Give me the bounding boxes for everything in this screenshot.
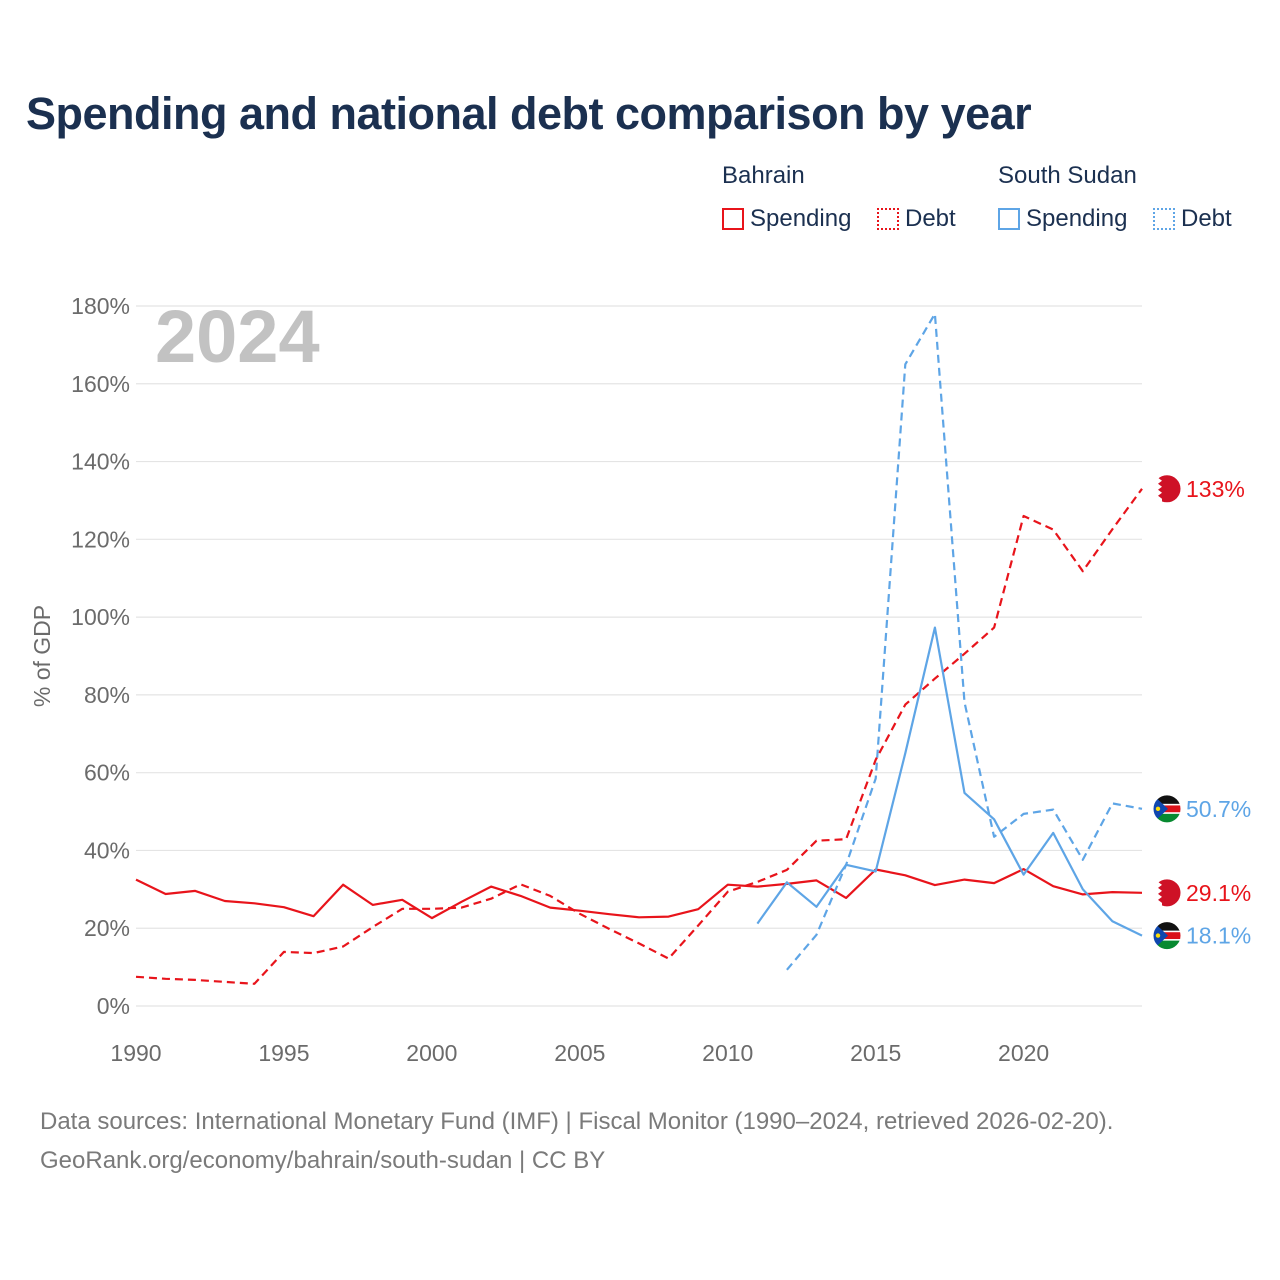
legend-bahrain-spending[interactable]: Spending xyxy=(722,204,851,234)
legend-swatch-solid-blue xyxy=(998,208,1020,230)
y-tick-label: 160% xyxy=(71,371,130,397)
x-tick-label: 2020 xyxy=(998,1040,1049,1066)
flag-outline xyxy=(1152,921,1182,951)
grid-layer xyxy=(136,305,1142,1007)
flag-outline xyxy=(1152,474,1182,504)
x-tick-label: 1990 xyxy=(110,1040,161,1066)
flag-fimbriation xyxy=(1153,939,1181,941)
legend-south-sudan-spending[interactable]: Spending xyxy=(998,204,1127,234)
y-tick-label: 60% xyxy=(84,760,130,786)
end-value-label: 29.1% xyxy=(1186,880,1251,906)
y-tick-label: 120% xyxy=(71,526,130,552)
line-chart: 2024 0% 20% 40% 60% 80% 100% 120% 140% 160% 180% 1… xyxy=(29,293,1251,1066)
legend-swatch-solid-red xyxy=(722,208,744,230)
x-tick-label: 2005 xyxy=(554,1040,605,1066)
legend-swatch-dotted-blue xyxy=(1153,208,1175,230)
flag-band-black xyxy=(1153,921,1181,932)
legend-label: Spending xyxy=(1026,205,1128,232)
end-value-label: 50.7% xyxy=(1186,796,1251,822)
flag-fimbriation xyxy=(1153,812,1181,814)
end-marker-bahrain: 133% xyxy=(1152,474,1245,504)
y-tick-label: 0% xyxy=(97,993,130,1019)
y-tick-label: 180% xyxy=(71,293,130,319)
flag-triangle xyxy=(1153,794,1168,823)
axis-layer: 0% 20% 40% 60% 80% 100% 120% 140% 160% 180% 1990 19… xyxy=(29,293,1049,1066)
flag-fimbriation xyxy=(1153,930,1181,933)
flag-fimbriation xyxy=(1153,803,1181,806)
end-marker-south-sudan: 50.7% xyxy=(1152,794,1251,824)
flag-band-green xyxy=(1153,812,1181,823)
end-value-label: 18.1% xyxy=(1186,923,1251,949)
y-tick-label: 20% xyxy=(84,915,130,941)
end-value-label: 133% xyxy=(1186,476,1245,502)
year-watermark: 2024 xyxy=(155,295,320,378)
y-axis-label: % of GDP xyxy=(29,605,55,707)
legend-label: Spending xyxy=(750,205,852,232)
end-marker-south-sudan: 18.1% xyxy=(1152,921,1251,951)
x-tick-label: 2015 xyxy=(850,1040,901,1066)
legend-south-sudan-title: South Sudan xyxy=(998,162,1137,189)
chart-title: Spending and national debt comparison by… xyxy=(26,88,1032,139)
flag-star xyxy=(1155,806,1161,812)
series-layer xyxy=(135,312,1143,985)
x-tick-label: 2010 xyxy=(702,1040,753,1066)
data-sources: Data sources: International Monetary Fun… xyxy=(40,1108,1114,1135)
flag-outline xyxy=(1152,878,1182,908)
x-tick-label: 2000 xyxy=(406,1040,457,1066)
y-tick-label: 40% xyxy=(84,837,130,863)
series-line-bahrain-debt xyxy=(135,488,1143,985)
series-line-south-sudan-spending xyxy=(756,626,1143,937)
y-tick-label: 80% xyxy=(84,682,130,708)
south-sudan-flag-icon xyxy=(1153,794,1181,823)
x-tick-label: 1995 xyxy=(258,1040,309,1066)
legend-label: Debt xyxy=(905,205,956,232)
y-tick-label: 100% xyxy=(71,604,130,630)
flag-triangle xyxy=(1153,921,1168,950)
legend-south-sudan-debt[interactable]: Debt xyxy=(1153,204,1232,234)
end-marker-bahrain: 29.1% xyxy=(1152,878,1251,908)
credit-line: GeoRank.org/economy/bahrain/south-sudan … xyxy=(40,1147,606,1174)
flag-star xyxy=(1155,933,1161,938)
flag-band-black xyxy=(1153,794,1181,805)
legend-bahrain-debt[interactable]: Debt xyxy=(877,204,956,234)
end-marker-layer: 133% 50.7% 29.1% 18.1% xyxy=(1152,474,1251,951)
series-line-bahrain-spending xyxy=(135,867,1143,920)
legend-bahrain-title: Bahrain xyxy=(722,162,805,189)
flag-outline xyxy=(1152,794,1182,824)
flag-band-green xyxy=(1153,939,1181,950)
y-tick-label: 140% xyxy=(71,449,130,475)
legend-swatch-dotted-red xyxy=(877,208,899,230)
series-line-south-sudan-debt xyxy=(786,312,1143,971)
legend-label: Debt xyxy=(1181,205,1232,232)
south-sudan-flag-icon xyxy=(1153,921,1181,950)
